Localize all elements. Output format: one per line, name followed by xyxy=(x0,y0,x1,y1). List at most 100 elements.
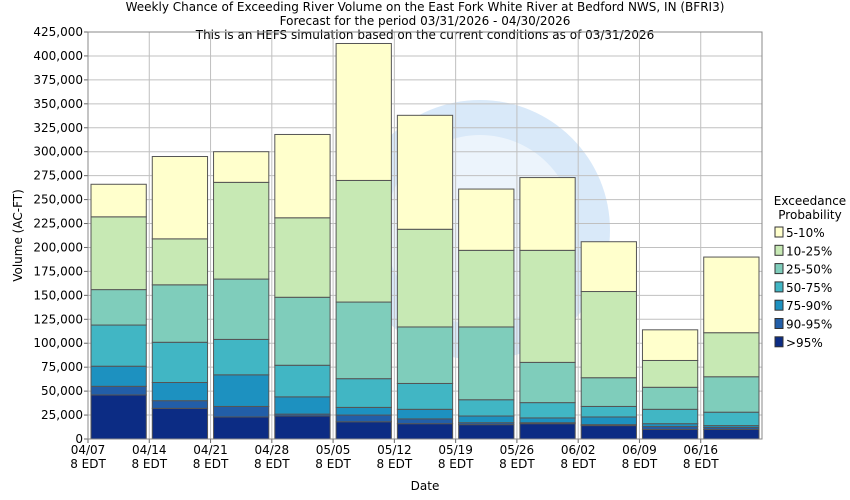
x-tick-label-time: 8 EDT xyxy=(438,457,474,471)
y-tick-label: 75,000 xyxy=(41,360,83,374)
y-tick-label: 200,000 xyxy=(33,240,83,254)
bar-segment xyxy=(151,238,209,286)
bar-segment xyxy=(90,183,147,218)
bar-segment xyxy=(213,416,270,440)
x-tick-label-time: 8 EDT xyxy=(254,457,290,471)
bar-segment xyxy=(90,289,147,326)
x-tick-label-time: 8 EDT xyxy=(377,457,413,471)
bar-segment xyxy=(335,378,392,408)
x-tick-label: 04/14 xyxy=(132,443,167,457)
x-tick-label-time: 8 EDT xyxy=(499,457,535,471)
bar-segment xyxy=(151,407,209,440)
y-tick-label: 250,000 xyxy=(33,193,83,207)
y-tick-label: 50,000 xyxy=(41,384,83,398)
bar-segment xyxy=(641,408,699,425)
bar-segment xyxy=(641,428,699,440)
bar-segment xyxy=(519,402,576,419)
bar-segment xyxy=(396,423,454,440)
y-tick-label: 175,000 xyxy=(33,264,83,278)
x-tick-label-time: 8 EDT xyxy=(70,457,106,471)
bar-segment xyxy=(580,291,637,379)
plot-border xyxy=(87,31,763,440)
x-tick-label-time: 8 EDT xyxy=(622,457,658,471)
y-tick-label: 350,000 xyxy=(33,97,83,111)
legend-swatch xyxy=(774,299,784,311)
legend-swatch xyxy=(774,226,784,238)
bar-segment xyxy=(396,114,454,230)
bar-segment xyxy=(396,382,454,410)
x-tick-label: 05/12 xyxy=(377,443,412,457)
legend-swatch xyxy=(774,263,784,275)
bar-segment xyxy=(90,394,147,440)
x-tick-label: 05/19 xyxy=(438,443,473,457)
legend-label: 10-25% xyxy=(786,244,832,258)
bar-segment xyxy=(703,256,760,334)
legend-label: 75-90% xyxy=(786,299,832,313)
bar-segment xyxy=(90,324,147,367)
x-tick-label: 05/05 xyxy=(316,443,351,457)
legend-title: Probability xyxy=(778,208,841,222)
bar-segment xyxy=(335,414,392,423)
bar-segment xyxy=(580,405,637,418)
bar-segment xyxy=(274,415,331,440)
bar-segment xyxy=(458,249,515,328)
y-tick-label: 150,000 xyxy=(33,288,83,302)
y-tick-label: 0 xyxy=(75,432,83,446)
bar-segment xyxy=(274,217,331,298)
bar-segment xyxy=(335,406,392,416)
y-tick-label: 400,000 xyxy=(33,49,83,63)
bar-segment xyxy=(519,417,576,424)
bar-segment xyxy=(151,155,209,240)
bar-segment xyxy=(151,400,209,409)
bar-segment xyxy=(703,332,760,378)
bar-segment xyxy=(641,386,699,410)
x-axis-label: Date xyxy=(411,479,440,493)
bar-segment xyxy=(396,326,454,384)
bar-segment xyxy=(213,151,270,183)
bar-segment xyxy=(213,181,270,280)
bar-segment xyxy=(213,405,270,418)
x-tick-label: 04/07 xyxy=(71,443,106,457)
bar-segment xyxy=(213,374,270,407)
bar-segment xyxy=(274,133,331,219)
chart-title: Weekly Chance of Exceeding River Volume … xyxy=(125,0,725,14)
bar-segment xyxy=(641,329,699,361)
bar-segment xyxy=(335,421,392,440)
chart-subtitle-1: Forecast for the period 03/31/2026 - 04/… xyxy=(279,14,571,28)
x-tick-label: 06/02 xyxy=(561,443,596,457)
y-tick-label: 425,000 xyxy=(33,25,83,39)
x-tick-label-time: 8 EDT xyxy=(193,457,229,471)
bar-segment xyxy=(703,376,760,413)
x-tick-label-time: 8 EDT xyxy=(560,457,596,471)
bar-segment xyxy=(580,425,637,440)
bar-segment xyxy=(458,415,515,424)
x-tick-label-time: 8 EDT xyxy=(683,457,719,471)
bar-segment xyxy=(458,188,515,251)
bar-segment xyxy=(580,416,637,426)
legend-label: 50-75% xyxy=(786,281,832,295)
y-axis-label: Volume (AC-FT) xyxy=(11,189,25,282)
legend-label: 5-10% xyxy=(786,226,825,240)
y-tick-label: 375,000 xyxy=(33,73,83,87)
bar-segment xyxy=(90,385,147,396)
x-tick-label: 05/26 xyxy=(500,443,535,457)
legend-swatch xyxy=(774,318,784,329)
y-tick-label: 275,000 xyxy=(33,169,83,183)
x-tick-label-time: 8 EDT xyxy=(315,457,351,471)
legend-swatch xyxy=(774,336,784,348)
bar-segment xyxy=(703,411,760,427)
bar-segment xyxy=(580,377,637,407)
bar-segment xyxy=(335,42,392,181)
bar-segment xyxy=(335,301,392,380)
bar-segment xyxy=(519,423,576,440)
legend-swatch xyxy=(774,244,784,256)
y-tick-label: 25,000 xyxy=(41,408,83,422)
legend-swatch xyxy=(774,281,784,293)
bar-segment xyxy=(519,177,576,251)
legend-label: >95% xyxy=(786,336,823,350)
bar-segment xyxy=(213,338,270,376)
bar-segment xyxy=(274,396,331,415)
legend-label: 90-95% xyxy=(786,318,832,332)
bar-segment xyxy=(90,216,147,291)
